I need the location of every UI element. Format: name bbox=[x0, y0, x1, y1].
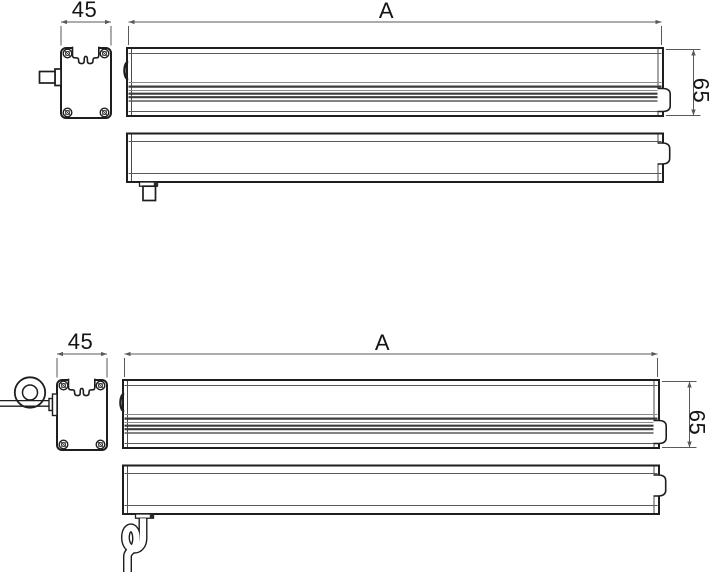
cable-ring-inner bbox=[21, 384, 39, 401]
dim-height-label-bottom: 65 bbox=[684, 409, 710, 436]
fixture-view-cable-variant bbox=[0, 352, 697, 572]
plug-body bbox=[38, 70, 56, 84]
dim-length-label-bottom: A bbox=[374, 329, 391, 355]
dim-height-label-top: 65 bbox=[688, 77, 714, 104]
plug-flange bbox=[54, 68, 62, 87]
fixture-view-plug-variant bbox=[38, 20, 701, 202]
coiled-cable-core bbox=[122, 518, 147, 572]
coiled-cable bbox=[121, 518, 148, 572]
bottom-plug-connector bbox=[142, 185, 157, 202]
dim-width-label-bottom: 45 bbox=[67, 329, 94, 354]
dim-width-label-top: 45 bbox=[71, 0, 98, 22]
cable-entry-assembly bbox=[0, 376, 58, 417]
dim-length-label-top: A bbox=[378, 0, 395, 23]
power-plug-connector bbox=[38, 68, 62, 87]
strain-relief-flange bbox=[51, 393, 58, 417]
